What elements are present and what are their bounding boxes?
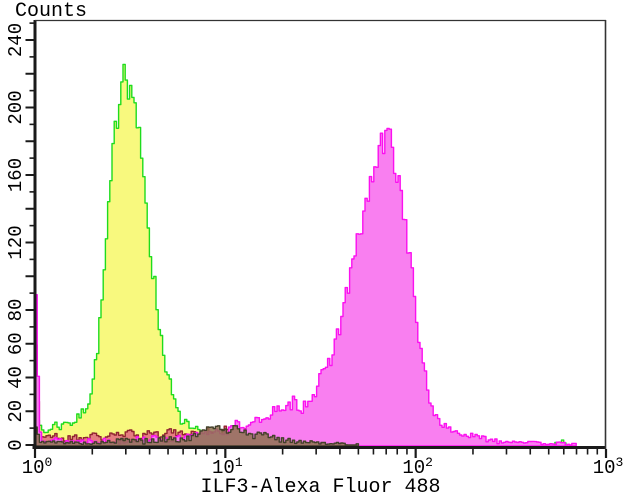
y-tick-label: 60 (5, 332, 27, 355)
x-tick-label: 103 (593, 455, 624, 479)
y-tick-label: 20 (5, 400, 27, 423)
y-tick-label: 80 (5, 299, 27, 322)
y-tick-label: 40 (5, 366, 27, 389)
control-autofluorescence-area (34, 63, 267, 447)
y-tick-label: 0 (5, 439, 27, 450)
x-tick-label: 100 (22, 455, 53, 479)
negative-noise-dark-area (34, 425, 360, 447)
x-tick-label: 102 (402, 455, 433, 479)
x-tick-label: 101 (212, 455, 243, 479)
y-tick-label: 120 (5, 225, 27, 259)
x-axis-title: ILF3-Alexa Fluor 488 (200, 476, 441, 499)
y-tick-label: 200 (5, 90, 27, 124)
y-tick-label: 240 (5, 23, 27, 57)
y-tick-label: 160 (5, 158, 27, 192)
y-axis-title: Counts (15, 0, 88, 23)
